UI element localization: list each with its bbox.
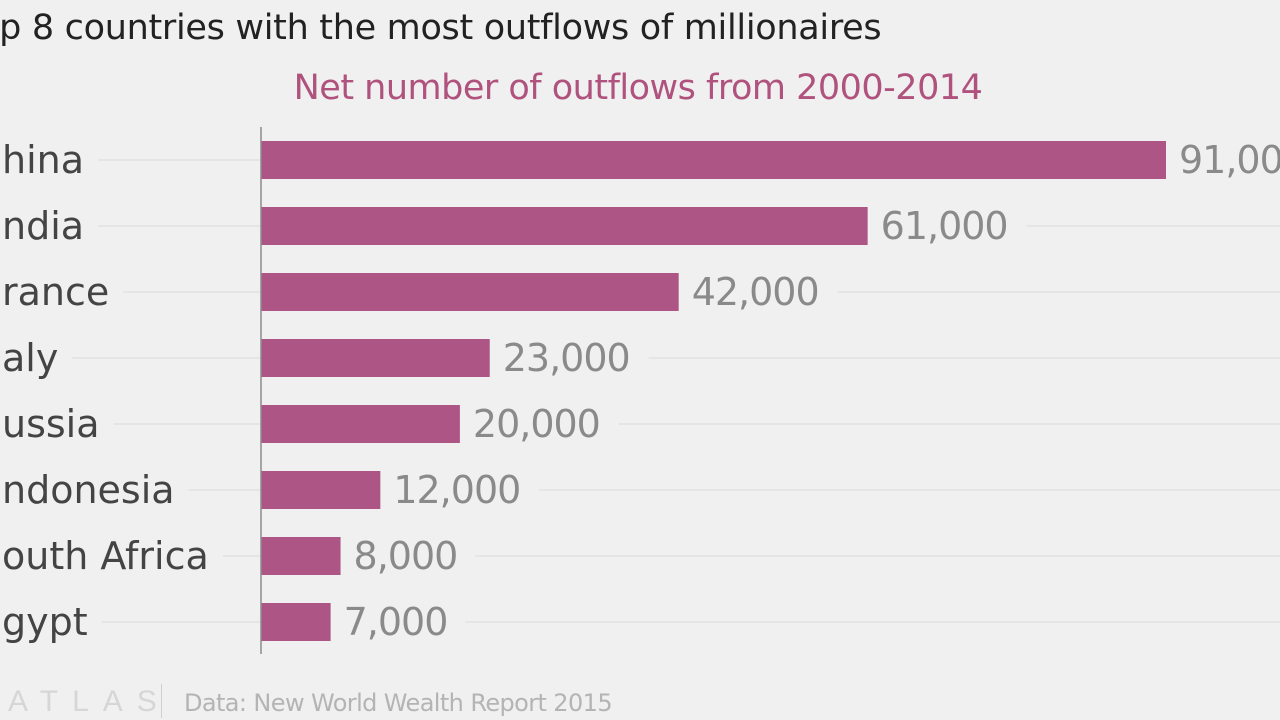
category-label: rance [2,270,109,314]
bar [261,339,490,377]
value-label: 23,000 [503,336,630,380]
category-label: ussia [2,402,100,446]
chart-title: op 8 countries with the most outflows of… [0,8,882,48]
category-label: hina [2,138,84,182]
footer-divider [161,684,162,718]
gridlines [72,159,1280,623]
category-label: outh Africa [2,534,209,578]
value-label: 8,000 [354,534,458,578]
value-label: 91,000 [1179,138,1280,182]
value-label: 12,000 [393,468,520,512]
labels: hina 91,000 ndia 61,000 rance 42,000 aly 23,000… [2,138,1280,644]
value-label: 61,000 [881,204,1008,248]
bar [261,141,1166,179]
bar [261,273,679,311]
category-label: ndonesia [2,468,175,512]
bar [261,603,331,641]
bar [261,405,460,443]
source-note: Data: New World Wealth Report 2015 [184,689,613,717]
value-label: 42,000 [692,270,819,314]
category-label: gypt [2,600,88,644]
bar [261,537,341,575]
value-label: 7,000 [344,600,448,644]
category-label: ndia [2,204,84,248]
value-label: 20,000 [473,402,600,446]
category-label: aly [2,336,58,380]
bars [261,141,1166,641]
brand-logo: ATLAS [8,685,171,718]
chart-footer: ATLAS Data: New World Wealth Report 2015 [0,682,1280,718]
chart-subtitle: Net number of outflows from 2000-2014 [293,68,983,108]
bar [261,471,381,509]
bar [261,207,868,245]
